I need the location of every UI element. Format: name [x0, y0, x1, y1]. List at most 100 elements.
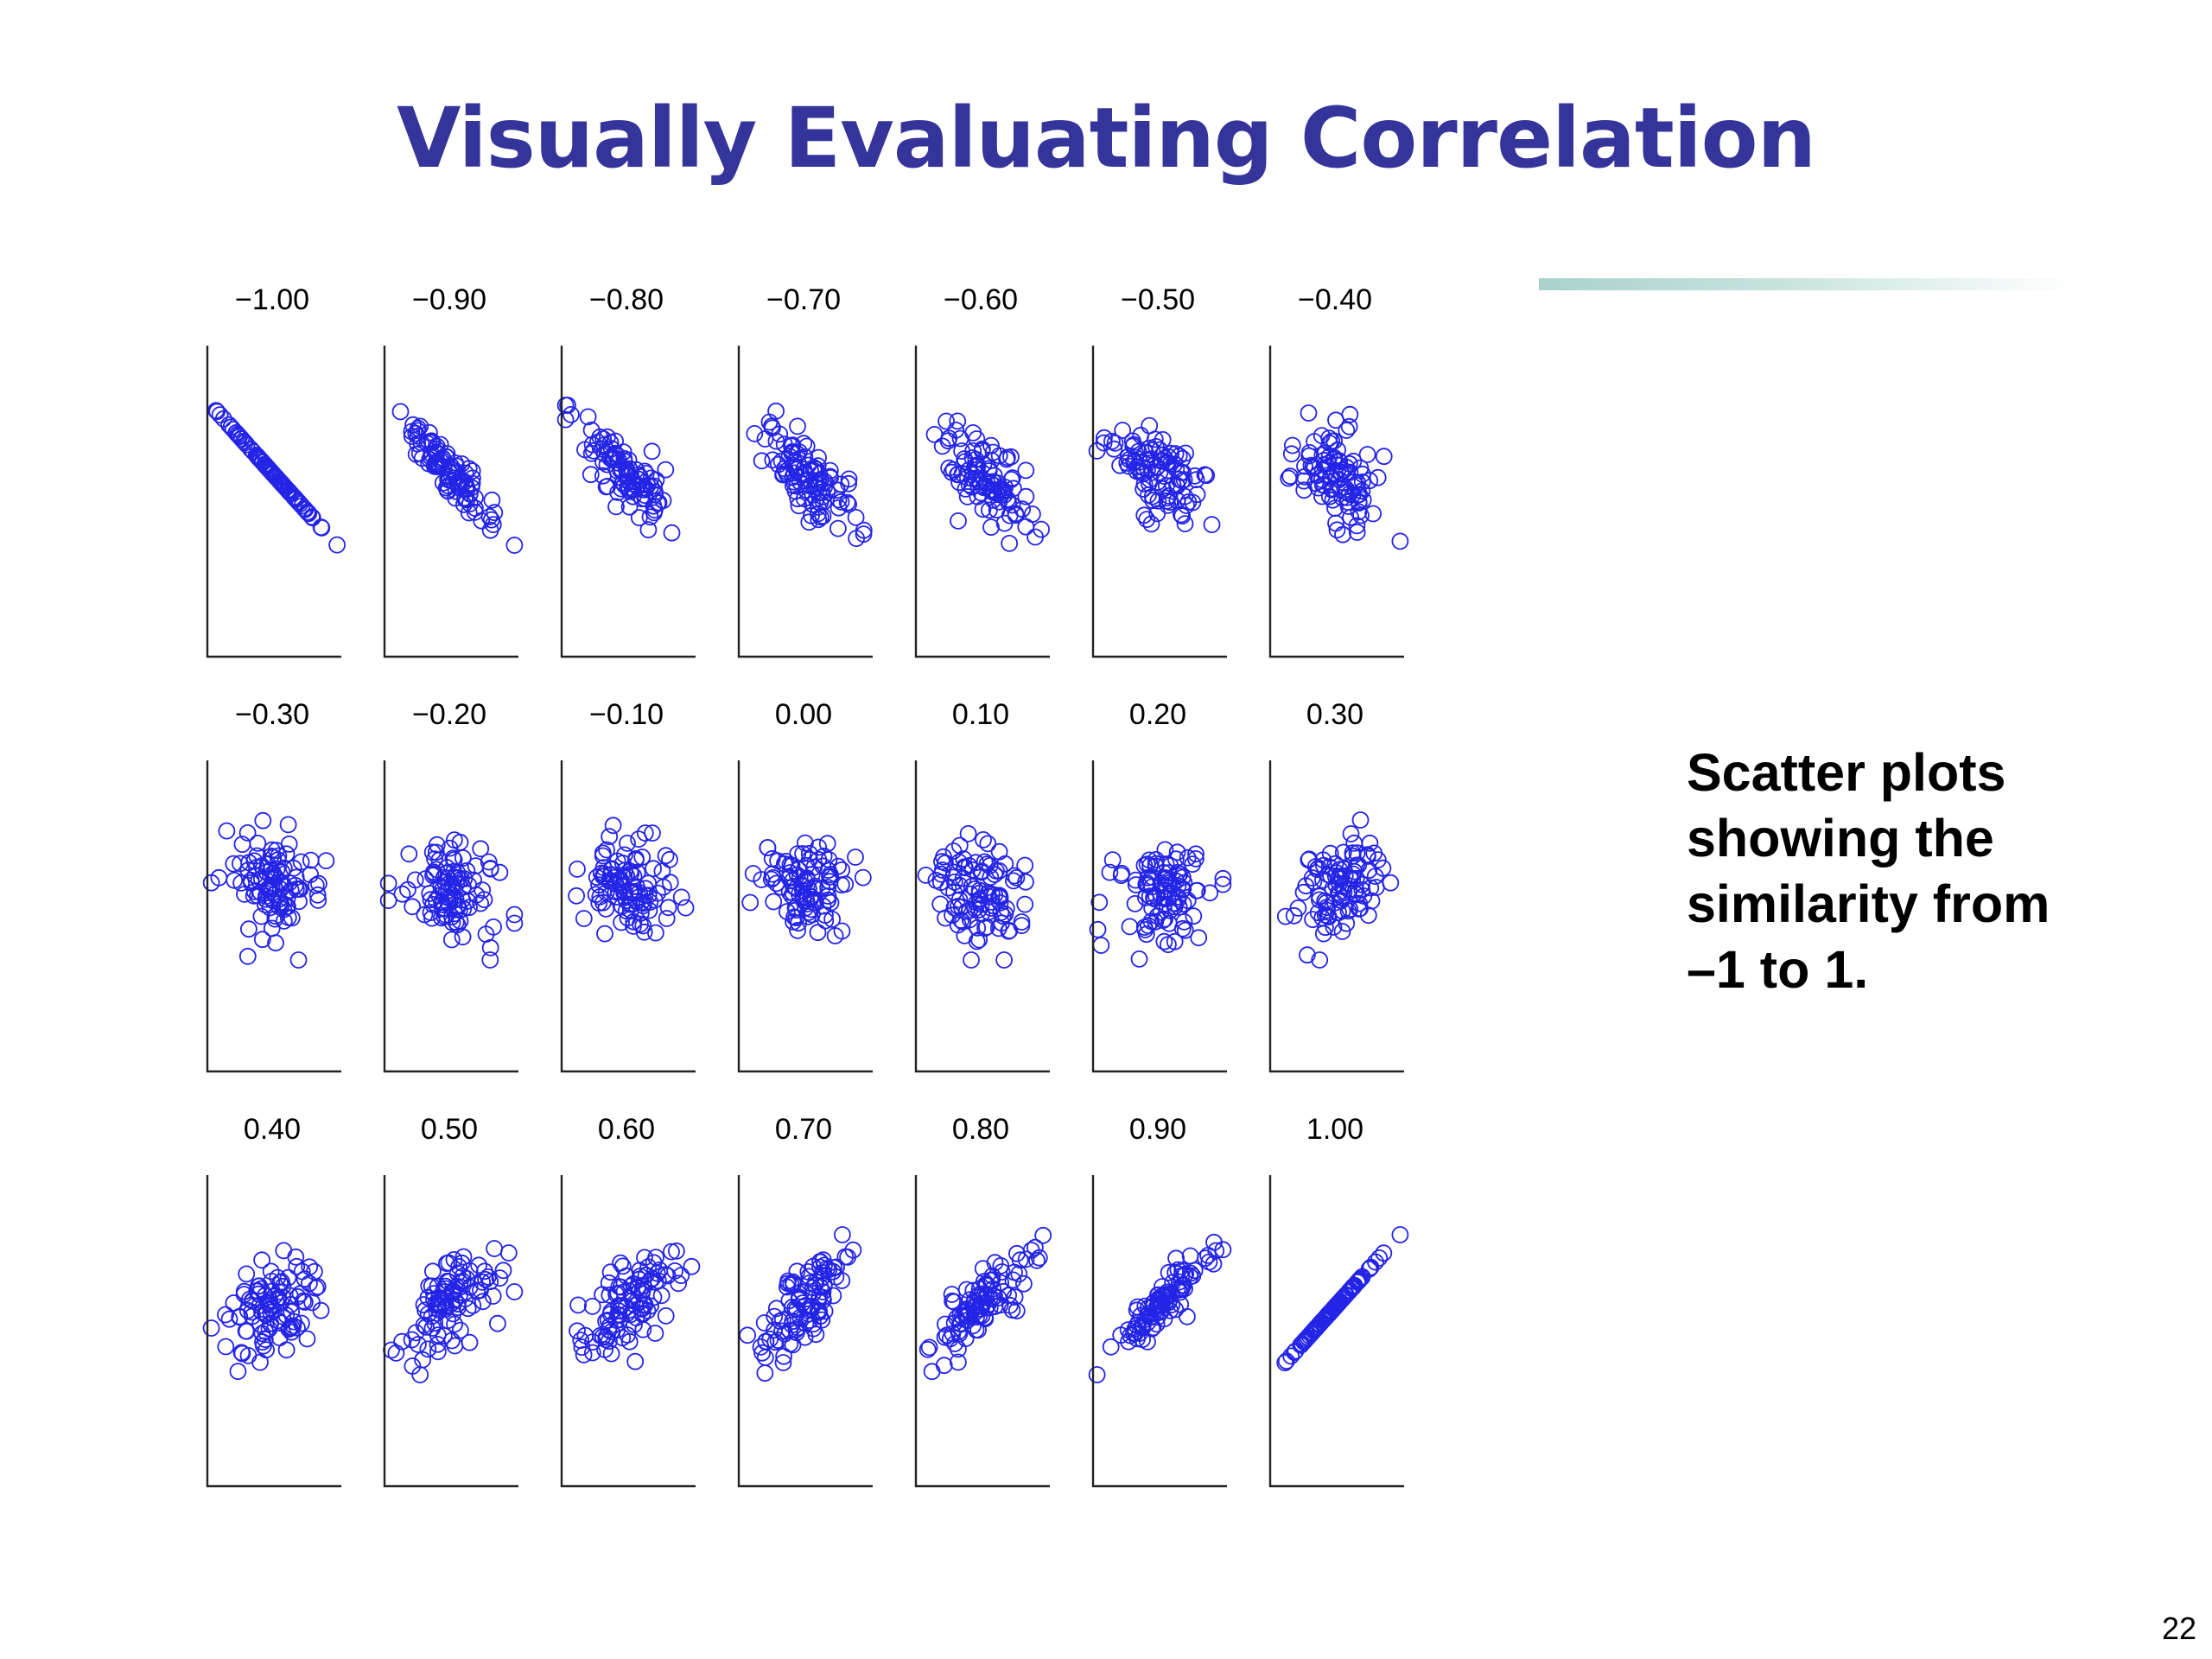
panel-correlation-label: −0.10	[589, 698, 664, 731]
scatter-point	[1340, 881, 1358, 899]
scatter-point	[587, 886, 605, 904]
scatter-point	[446, 461, 463, 480]
scatter-point	[225, 855, 243, 873]
panel-correlation-label: −0.50	[1121, 283, 1195, 316]
scatter-point	[764, 868, 782, 887]
scatter-point	[964, 1281, 982, 1300]
scatter-point	[445, 851, 463, 869]
scatter-point	[404, 416, 422, 434]
scatter-point	[833, 1226, 851, 1243]
scatter-point	[630, 509, 648, 527]
scatter-point	[959, 824, 977, 842]
scatter-point	[1338, 422, 1356, 439]
scatter-point	[1106, 434, 1124, 452]
scatter-point	[1143, 463, 1161, 481]
scatter-point	[613, 461, 631, 479]
scatter-point	[409, 422, 427, 440]
scatter-point	[753, 1344, 771, 1362]
scatter-point	[313, 518, 331, 537]
scatter-point	[601, 872, 618, 890]
scatter-point	[1188, 881, 1206, 899]
scatter-point	[1127, 876, 1145, 893]
scatter-point	[481, 951, 499, 969]
scatter-point	[1214, 875, 1232, 893]
scatter-point	[811, 508, 830, 526]
panel-axes	[737, 1175, 873, 1488]
scatter-point	[1160, 1263, 1178, 1281]
scatter-point	[481, 1273, 499, 1291]
scatter-point	[1147, 850, 1165, 868]
scatter-point	[1088, 1366, 1106, 1383]
scatter-point	[594, 467, 612, 485]
scatter-point	[420, 1277, 438, 1295]
scatter-point	[963, 478, 981, 496]
scatter-point	[227, 423, 245, 442]
scatter-point	[393, 885, 411, 903]
panel-axes	[1268, 760, 1404, 1073]
scatter-point	[1200, 1253, 1218, 1271]
scatter-point	[238, 1322, 256, 1340]
scatter-point	[1154, 1286, 1173, 1304]
scatter-point	[253, 1251, 270, 1269]
scatter-point	[601, 1332, 618, 1351]
scatter-point	[626, 1352, 645, 1370]
scatter-point	[789, 921, 806, 939]
scatter-point	[579, 408, 597, 426]
scatter-point	[818, 1260, 836, 1277]
scatter-point	[472, 840, 490, 858]
scatter-point	[1375, 448, 1393, 466]
scatter-point	[1157, 1289, 1174, 1307]
scatter-point	[1006, 1288, 1024, 1306]
scatter-point	[1317, 918, 1334, 937]
scatter-point	[1299, 946, 1316, 964]
panel-correlation-label: 0.40	[244, 1113, 301, 1146]
scatter-point	[1103, 432, 1121, 450]
scatter-point	[1287, 1342, 1305, 1360]
scatter-point	[663, 1243, 680, 1261]
panel-correlation-label: 0.20	[1129, 698, 1186, 731]
scatter-point	[290, 893, 308, 911]
scatter-point	[830, 491, 848, 509]
scatter-point	[803, 506, 820, 524]
scatter-point	[424, 867, 442, 885]
scatter-point	[1353, 1268, 1371, 1286]
scatter-point	[1382, 874, 1400, 892]
scatter-point	[444, 463, 462, 481]
scatter-point	[393, 1332, 410, 1351]
scatter-point	[293, 1262, 311, 1281]
scatter-point	[483, 491, 501, 509]
scatter-point	[1310, 1316, 1328, 1334]
scatter-point	[781, 855, 799, 874]
scatter-point	[661, 874, 679, 892]
scatter-point	[756, 1349, 774, 1366]
scatter-point	[271, 893, 289, 912]
scatter-point	[470, 1256, 488, 1274]
scatter-point	[575, 910, 593, 927]
scatter-point	[1120, 1332, 1137, 1351]
slide-title: Visually Evaluating Correlation	[397, 90, 1816, 187]
scatter-panel: 0.70	[737, 1113, 873, 1488]
scatter-point	[785, 912, 802, 931]
scatter-point	[407, 1324, 425, 1342]
panel-axes	[206, 1175, 341, 1488]
scatter-point	[261, 899, 279, 917]
scatter-point	[773, 1322, 791, 1340]
scatter-point	[830, 857, 848, 875]
scatter-point	[1369, 468, 1387, 486]
scatter-point	[1167, 1249, 1185, 1268]
scatter-point	[1338, 458, 1356, 476]
scatter-point	[309, 891, 327, 909]
scatter-point	[284, 859, 302, 877]
scatter-point	[1173, 472, 1192, 490]
scatter-point	[1162, 444, 1180, 462]
scatter-point	[986, 1287, 1004, 1306]
scatter-point	[244, 1292, 261, 1310]
scatter-point	[1325, 1300, 1343, 1318]
scatter-point	[1034, 1226, 1052, 1244]
scatter-point	[982, 436, 1000, 454]
scatter-point	[950, 836, 969, 855]
scatter-point	[1320, 487, 1338, 505]
scatter-point	[446, 868, 464, 887]
scatter-point	[814, 488, 832, 505]
scatter-point	[990, 842, 1008, 861]
